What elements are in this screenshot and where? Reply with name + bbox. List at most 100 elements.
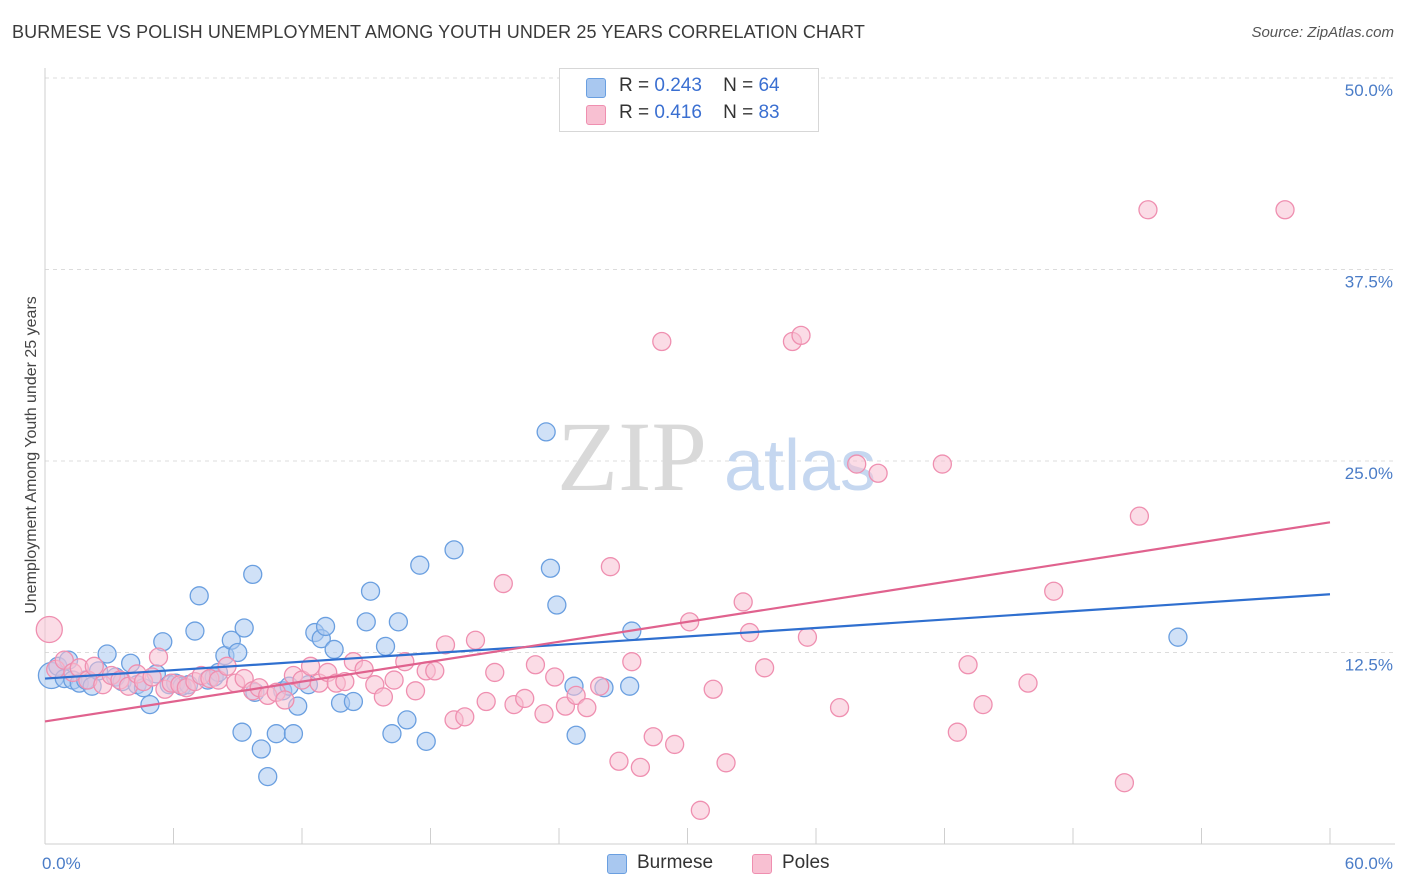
data-point	[590, 676, 610, 696]
data-point	[410, 555, 430, 575]
data-point	[384, 670, 404, 690]
data-point	[266, 724, 286, 744]
series-swatch-poles	[752, 854, 772, 874]
y-tick-label: 50.0%	[1345, 81, 1393, 100]
data-point	[547, 595, 567, 615]
data-point	[958, 655, 978, 675]
x-tick-label: 60.0%	[1345, 854, 1393, 873]
data-point	[973, 694, 993, 715]
y-tick-label: 37.5%	[1345, 273, 1393, 292]
data-point	[397, 710, 417, 730]
watermark-zip: ZIP	[557, 401, 707, 512]
data-point	[600, 557, 621, 577]
legend-swatch-poles	[586, 105, 606, 125]
data-point	[665, 734, 685, 755]
data-point	[373, 687, 394, 707]
data-point	[577, 698, 597, 718]
data-point	[536, 422, 556, 442]
legend-n-label: N =	[723, 75, 754, 96]
data-point	[228, 642, 248, 663]
data-point	[375, 636, 396, 657]
data-point	[1018, 673, 1038, 693]
data-point	[283, 724, 304, 744]
data-point	[476, 691, 496, 712]
chart-title: BURMESE VS POLISH UNEMPLOYMENT AMONG YOU…	[12, 22, 866, 42]
legend-r-value: 0.416	[654, 102, 702, 123]
data-point	[148, 647, 169, 667]
data-point	[868, 463, 888, 483]
data-point	[97, 644, 117, 664]
data-point	[1044, 581, 1064, 601]
data-point	[643, 727, 663, 747]
data-point	[416, 731, 436, 752]
data-point	[932, 454, 953, 474]
data-point	[534, 704, 554, 724]
series-swatch-burmese	[607, 854, 627, 874]
data-point	[1275, 200, 1295, 220]
poles-points	[35, 200, 1295, 820]
data-point	[232, 722, 252, 742]
legend-text-burmese: R = 0.243 N = 64	[619, 75, 780, 97]
data-point	[1114, 773, 1135, 793]
data-point	[435, 635, 456, 655]
y-tick-label: 12.5%	[1345, 656, 1393, 675]
y-tick-labels: 12.5% 25.0% 37.5% 50.0%	[1345, 81, 1393, 675]
trend-line-poles	[44, 521, 1331, 723]
data-point	[356, 612, 376, 632]
data-point	[354, 659, 374, 680]
data-point	[690, 800, 710, 820]
data-point	[791, 325, 811, 346]
data-point	[829, 698, 850, 718]
data-point	[382, 724, 402, 744]
data-point	[630, 757, 651, 778]
data-point	[243, 564, 263, 585]
data-point	[324, 639, 344, 660]
data-point	[1129, 506, 1150, 526]
data-point	[733, 592, 753, 612]
data-point	[703, 679, 723, 699]
legend-text-poles: R = 0.416 N = 83	[619, 102, 780, 124]
data-point	[185, 621, 205, 641]
data-point	[360, 581, 381, 601]
series-label-poles: Poles	[782, 852, 830, 873]
trend-line-burmese	[44, 593, 1331, 680]
legend-n-value: 64	[758, 75, 780, 96]
legend-swatch-burmese	[586, 78, 606, 98]
data-point	[35, 615, 63, 644]
legend-r-label: R =	[619, 75, 650, 96]
data-point	[515, 688, 535, 709]
data-point	[609, 751, 629, 771]
data-point	[620, 676, 640, 696]
legend-r-label: R =	[619, 102, 650, 123]
series-legend: Burmese Poles	[0, 852, 1406, 878]
x-tick-label: 0.0%	[42, 854, 81, 873]
data-point	[622, 652, 642, 672]
trend-lines	[44, 521, 1331, 723]
data-point	[234, 618, 254, 638]
data-point	[652, 331, 672, 352]
data-point	[525, 655, 546, 675]
data-point	[540, 558, 561, 578]
data-point	[335, 671, 355, 692]
data-point	[545, 667, 565, 687]
data-point	[315, 616, 336, 637]
data-point	[1168, 627, 1188, 647]
data-point	[493, 573, 513, 594]
data-point	[258, 766, 278, 787]
legend-r-value: 0.243	[654, 75, 702, 96]
axes	[44, 68, 1395, 845]
legend-n-label: N =	[723, 102, 754, 123]
data-point	[847, 454, 867, 474]
data-point	[251, 739, 271, 759]
data-point	[797, 627, 818, 647]
legend-n-value: 83	[758, 102, 780, 123]
data-point	[566, 685, 586, 706]
data-point	[947, 722, 967, 742]
y-tick-label: 25.0%	[1345, 464, 1393, 483]
data-point	[425, 661, 445, 681]
data-point	[84, 656, 104, 676]
data-point	[444, 540, 464, 560]
data-point	[405, 681, 426, 701]
data-point	[754, 658, 775, 678]
